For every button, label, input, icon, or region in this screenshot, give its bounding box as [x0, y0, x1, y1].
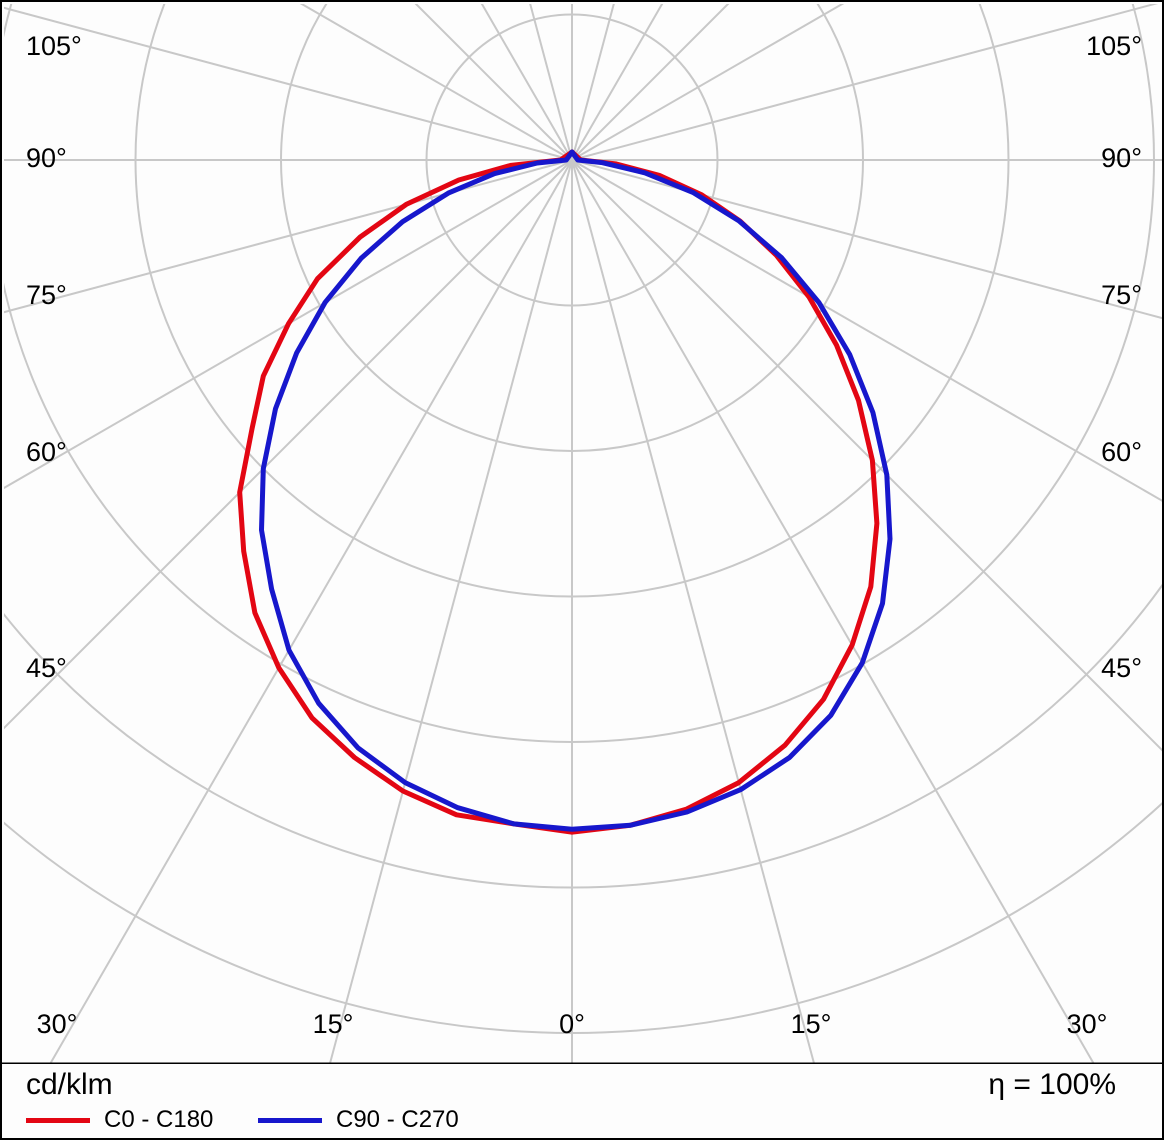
angle-label-right: 45° [1101, 653, 1142, 683]
curve-c0-c180 [237, 149, 880, 835]
grid-ring [4, 583, 1162, 889]
polar-chart-svg: 45° 45° 60° 60° 75° 75° 90° 90° 105° 105° 0° 15° 15°… [2, 4, 1162, 1066]
angle-label-bottom: 15° [313, 1009, 354, 1039]
legend-item-c0-c180: C0 - C180 [26, 1106, 238, 1138]
unit-label: cd/klm [26, 1068, 113, 1101]
angle-labels: 45° 45° 60° 60° 75° 75° 90° 90° 105° 105° 0° 15° 15°… [26, 31, 1142, 1039]
angle-label-left: 105° [26, 31, 82, 61]
legend-swatch-c0-c180 [26, 1117, 90, 1123]
angle-label-bottom: 15° [791, 1009, 832, 1039]
legend-label-c0-c180: C0 - C180 [104, 1106, 214, 1133]
grid-radial-line [571, 159, 815, 1063]
grid-radial-line [571, 159, 1095, 1063]
grid-radial-line [571, 159, 1162, 752]
angle-label-right: 90° [1101, 143, 1142, 173]
grid-radial-line [49, 159, 573, 1063]
chart-footer: cd/klm η = 100% C0 - C180 C90 - C270 [2, 1064, 1162, 1138]
angle-label-left: 60° [26, 437, 67, 467]
angle-label-left: 75° [26, 280, 67, 310]
polar-grid [4, 4, 1162, 1063]
angle-label-bottom: 30° [1067, 1009, 1108, 1039]
grid-radial-line [4, 159, 573, 314]
curves [237, 149, 893, 835]
angle-label-left: 90° [26, 143, 67, 173]
legend-item-c90-c270: C90 - C270 [258, 1106, 470, 1138]
angle-label-right: 75° [1101, 280, 1142, 310]
legend-swatch-c90-c270 [258, 1117, 322, 1123]
grid-radial-line [571, 159, 1162, 320]
legend: C0 - C180 C90 - C270 [2, 1102, 1162, 1138]
footer-row: cd/klm η = 100% [2, 1066, 1162, 1102]
legend-label-c90-c270: C90 - C270 [336, 1106, 459, 1133]
angle-label-right: 60° [1101, 437, 1142, 467]
grid-radial-line [4, 159, 573, 730]
grid-ring [4, 4, 1155, 743]
grid-radial-line [571, 4, 1159, 161]
grid-radial-line [299, 4, 573, 161]
curve-c90-c270 [259, 149, 893, 832]
polar-chart: 45° 45° 60° 60° 75° 75° 90° 90° 105° 105° 0° 15° 15°… [2, 2, 1162, 1066]
angle-label-bottom: 0° [559, 1009, 585, 1039]
angle-label-bottom: 30° [37, 1009, 78, 1039]
grid-radial-line [571, 4, 845, 161]
efficiency-label: η = 100% [988, 1068, 1116, 1101]
grid-radial-line [4, 159, 573, 490]
grid-radial-line [571, 159, 1162, 502]
grid-radial-line [4, 6, 573, 161]
grid-radial-line [329, 159, 573, 1063]
angle-label-left: 45° [26, 653, 67, 683]
angle-label-right: 105° [1086, 31, 1142, 61]
